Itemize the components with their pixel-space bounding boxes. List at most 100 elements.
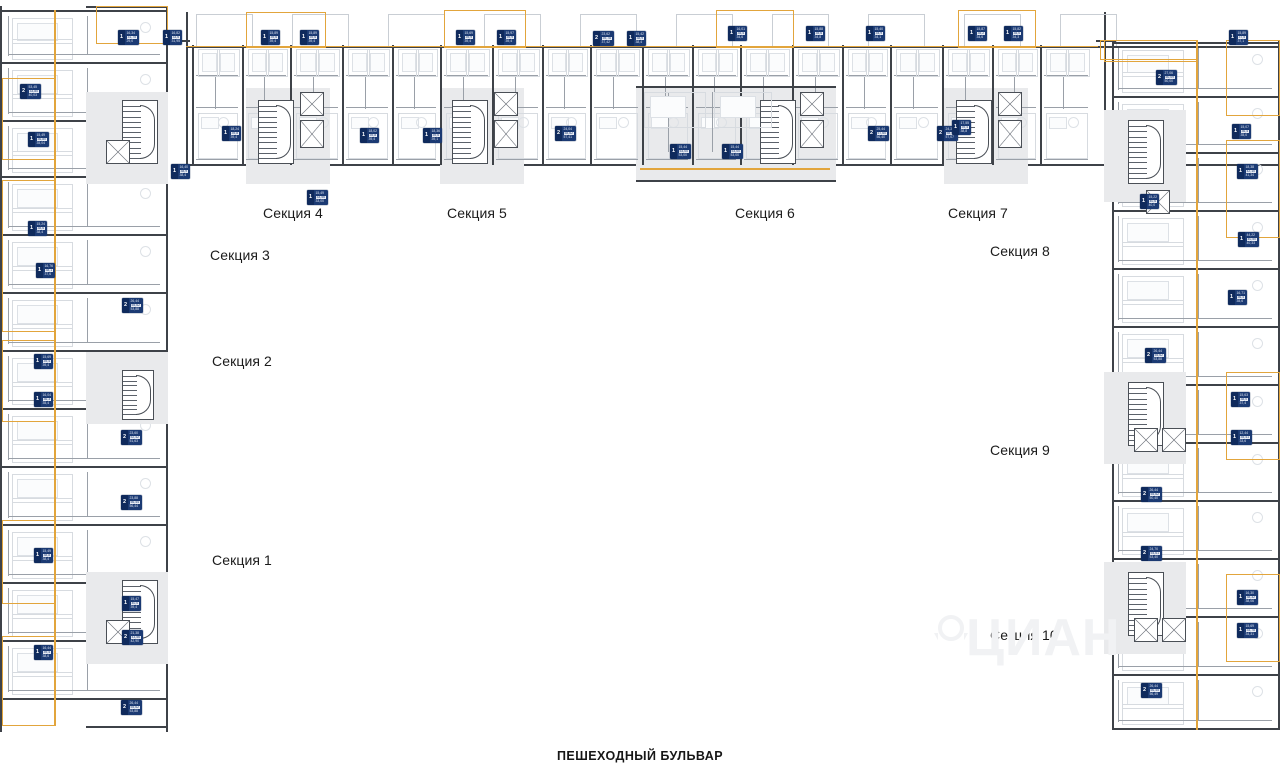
apartment-badge[interactable]: 2 53,45 33,80 40,03 [20,84,41,99]
apartment-badge[interactable]: 1 15,89 37,5 37,1 [1229,30,1249,45]
wall-segment [2,524,166,526]
apartment-badge[interactable]: 1 16,40 38,9 38,4 [171,164,191,179]
apartment-badge[interactable]: 1 17,55 39,4 38,8 [952,120,972,135]
partition-wall [365,75,367,109]
partition-wall [8,112,160,114]
apartment-badge[interactable]: 2 23,88 56,44 56,44 [121,495,142,510]
apartment-badge[interactable]: 1 12,44 35,41 33,6 [1231,430,1252,445]
apartment-badge[interactable]: 2 26,44 55,62 53,88 [1145,348,1166,363]
furniture [1127,513,1169,532]
badge-area-line-1: 15,22 [1148,195,1158,200]
light-wall [540,14,542,46]
apartment-badge[interactable]: 1 16,34 31,75 29,0 [118,30,139,45]
light-wall [676,14,678,46]
badge-area-line-3: 38,4 [179,172,187,177]
apartment-badge[interactable]: 2 26,44 55,62 53,88 [121,700,142,715]
apartment-badge[interactable]: 2 24,04 58,62 57,41 [555,126,576,141]
partition-wall [1118,608,1272,610]
apartment-badge[interactable]: 2 21,38 43,56 42,90 [122,630,143,645]
apartment-badge[interactable]: 1 15,22 40,6 40,0 [1140,194,1160,209]
badge-areas: 15,24 38,6 38,4 [35,221,47,236]
badge-area-line-2: 39,9 [464,34,474,40]
furniture [852,53,866,72]
apartment-badge[interactable]: 2 23,62 39,78 37,42 [593,31,614,46]
apartment-badge[interactable]: 1 18,38 42,10 41,34 [1237,164,1258,179]
apartment-badge[interactable]: 1 16,01 35,4 34,6 [728,26,748,41]
apartment-badge[interactable]: 1 15,69 39,4 39,4 [34,354,54,369]
partition-wall [1198,48,1200,88]
apartment-badge[interactable]: 1 18,36 39,6 39,1 [423,128,443,143]
badge-room-count: 1 [952,120,959,135]
apartment-badge[interactable]: 1 15,69 34,78 34,31 [1237,623,1258,638]
apartment-badge[interactable]: 1 15,89 39,6 39,4 [300,30,320,45]
room-outline [746,49,769,77]
apartment-badge[interactable]: 1 15,49 33,56 33,00 [307,190,328,205]
partition-wall [346,159,388,161]
wall-segment [2,62,166,64]
badge-areas: 15,42 38,9 38,4 [634,31,646,46]
badge-area-line-1: 16,04 [42,393,52,398]
partition-wall [1118,434,1272,436]
apartment-badge[interactable]: 1 15,88 35,6 34,8 [806,26,826,41]
badge-areas: 16,82 33,6 31,95 [170,30,182,45]
apartment-badge[interactable]: 1 15,97 39,9 39,4 [497,30,517,45]
apartment-badge[interactable]: 1 15,42 38,9 38,4 [627,31,647,46]
apartment-badge[interactable]: 2 26,44 55,62 50,40 [1141,487,1162,502]
room-outline [566,49,588,77]
apartment-badge[interactable]: 1 18,24 39,8 39,4 [222,126,242,141]
apartment-badge[interactable]: 1 15,40 34,9 34,1 [866,26,886,41]
badge-area-line-1: 15,47 [130,597,140,602]
apartment-badge[interactable]: 1 16,44 39,4 38,6 [34,645,54,660]
apartment-badge[interactable]: 1 16,04 36,3 35,4 [34,392,54,407]
apartment-badge[interactable]: 1 15,44 53,00 53,00 [670,144,691,159]
apartment-badge[interactable]: 1 15,69 39,9 39,4 [456,30,476,45]
badge-area-line-2: 55,62 [129,704,140,710]
apartment-badge[interactable]: 1 15,07 36,4 35,0 [1232,124,1252,139]
apartment-badge[interactable]: 1 16,76 38,1 37,6 [36,263,56,278]
partition-wall [196,159,238,161]
partition-wall [8,16,10,56]
partition-wall [696,159,736,161]
apartment-badge[interactable]: 1 15,49 36,80 35,04 [28,132,49,147]
apartment-badge[interactable]: 2 27,06 50,09 50,00 [1156,70,1177,85]
elevator-shaft [998,120,1022,148]
badge-room-count: 1 [1004,26,1011,41]
apartment-badge[interactable]: 1 15,44 53,00 53,00 [722,144,743,159]
badge-areas: 15,82 35,0 34,3 [1011,26,1023,41]
staircase [122,370,154,420]
apartment-badge[interactable]: 1 15,49 38,8 38,4 [34,548,54,563]
partition-wall [546,107,586,109]
highlighted-apartment [1226,140,1280,238]
apartment-badge[interactable]: 2 25,44 57,60 56,40 [868,126,889,141]
apartment-badge[interactable]: 2 24,70 54,61 53,40 [1141,546,1162,561]
apartment-badge[interactable]: 1 44,22 40,50 40,33 [1238,232,1259,247]
apartment-badge[interactable]: 1 15,89 39,6 39,4 [261,30,281,45]
room-outline [698,113,736,159]
apartment-badge[interactable]: 2 23,60 52,42 51,63 [121,430,142,445]
badge-area-line-3: 53,00 [678,152,688,157]
apartment-badge[interactable]: 1 15,63 38,0 37,4 [1231,392,1251,407]
partition-wall [1118,88,1272,90]
section-label-10: Секция 10 [990,627,1058,643]
badge-areas: 15,22 40,6 40,0 [1147,194,1159,209]
partition-wall [87,298,89,342]
furniture [269,53,283,72]
apartment-badge[interactable]: 1 15,87 35,2 34,6 [968,26,988,41]
apartment-badge[interactable]: 1 16,71 36,4 35,6 [1228,290,1248,305]
apartment-badge[interactable]: 1 18,02 39,8 39,4 [360,128,380,143]
badge-room-count: 2 [593,31,600,46]
apartment-badge[interactable]: 1 15,47 40,0 39,4 [122,596,142,611]
apartment-badge[interactable]: 1 16,30 38,32 38,06 [1237,590,1258,605]
apartment-badge[interactable]: 1 15,82 35,0 34,3 [1004,26,1024,41]
apartment-badge[interactable]: 2 26,44 55,62 53,88 [122,298,143,313]
room-outline [766,49,790,77]
apartment-badge[interactable]: 1 15,24 38,6 38,4 [28,221,48,236]
section-label-8: Секция 8 [990,243,1050,259]
wall-segment [636,86,836,88]
badge-room-count: 1 [1238,232,1245,247]
apartment-badge[interactable]: 2 26,44 56,45 56,49 [1141,683,1162,698]
partition-wall [1118,144,1272,146]
room-outline [12,70,73,99]
apartment-badge[interactable]: 1 16,82 33,6 31,95 [163,30,183,45]
